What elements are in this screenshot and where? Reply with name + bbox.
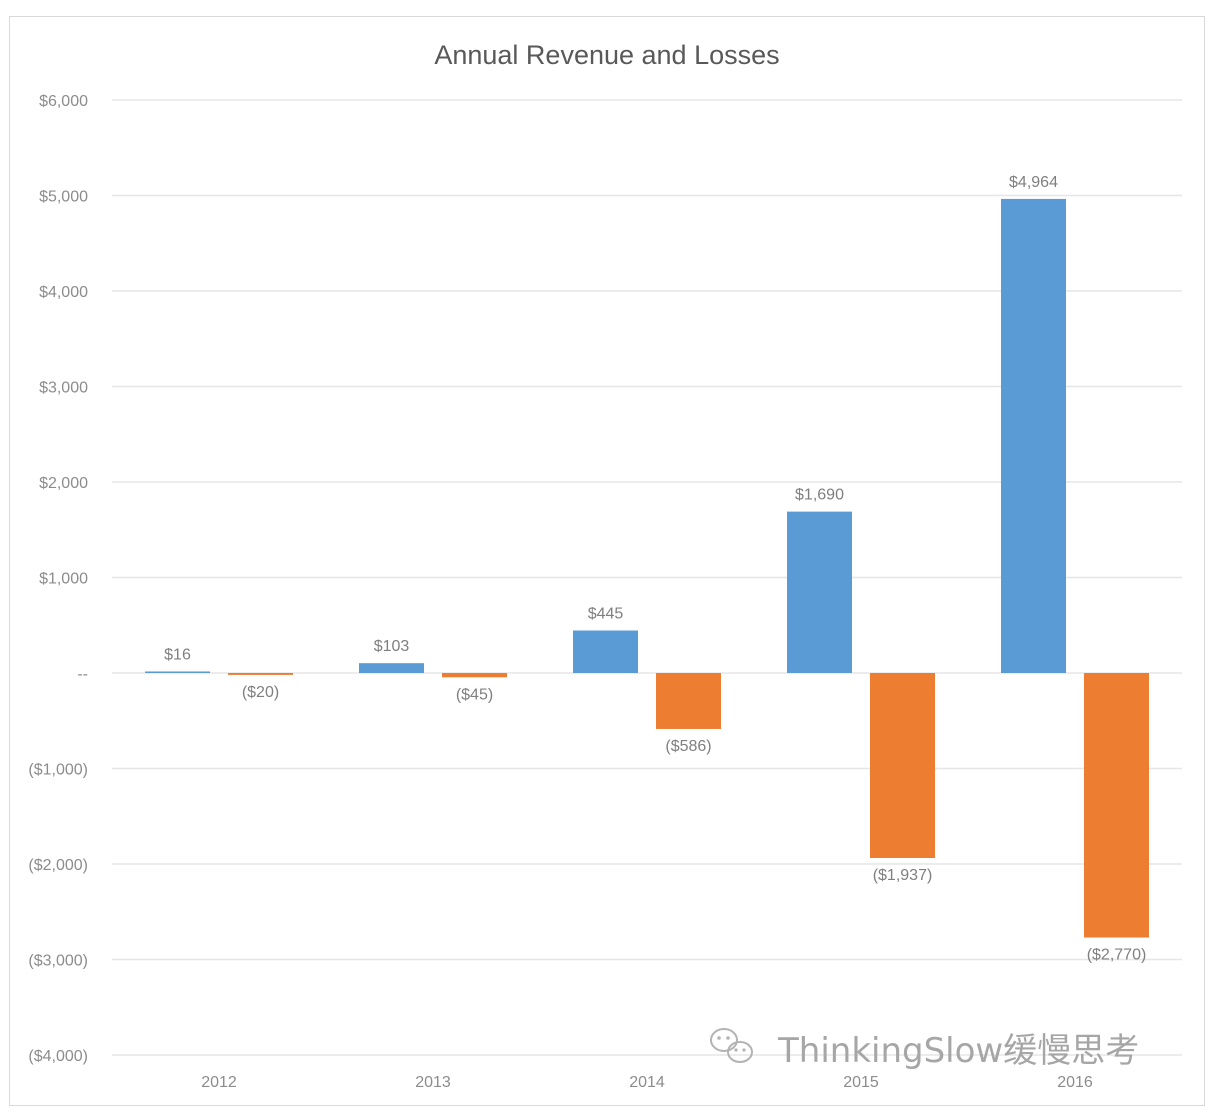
data-label: $4,964 [1009,174,1058,191]
x-tick-label: 2012 [201,1074,237,1091]
loss-bar [228,673,293,675]
y-tick-label: ($2,000) [28,857,88,874]
x-tick-label: 2013 [415,1074,451,1091]
chart-title: Annual Revenue and Losses [434,40,779,70]
data-label: $1,690 [795,487,844,504]
y-tick-label: ($1,000) [28,762,88,779]
data-label: ($586) [665,738,711,755]
wechat-icon [710,1028,753,1063]
x-tick-label: 2016 [1057,1074,1093,1091]
loss-bar [870,673,935,858]
x-tick-label: 2014 [629,1074,665,1091]
y-tick-label: $4,000 [39,284,88,301]
x-tick-label: 2015 [843,1074,879,1091]
revenue-bar [573,630,638,673]
y-tick-label: -- [77,666,88,683]
data-label: $16 [164,646,191,663]
y-tick-label: $3,000 [39,380,88,397]
loss-bar [1084,673,1149,938]
watermark: ThinkingSlow缓慢思考 [710,1028,1139,1071]
bars [145,198,1149,938]
loss-bar [442,673,507,678]
axes: $6,000 $5,000 $4,000 $3,000 $2,000 $1,000 -- ($… [28,93,1092,1091]
data-labels: $16 ($20) $103 ($45) $445 ($586) $1,690 ($1,937… [164,174,1146,964]
y-tick-label: $1,000 [39,571,88,588]
watermark-text: ThinkingSlow缓慢思考 [777,1031,1139,1071]
data-label: ($2,770) [1087,947,1147,964]
revenue-bar [787,511,852,673]
data-label: ($45) [456,686,493,703]
y-tick-label: $5,000 [39,189,88,206]
revenue-bar [1001,198,1066,674]
y-tick-label: $6,000 [39,93,88,110]
data-label: ($20) [242,684,279,701]
data-label: $103 [374,638,410,655]
y-tick-label: ($3,000) [28,953,88,970]
data-label: $445 [588,606,624,623]
revenue-bar [145,671,210,673]
y-tick-label: ($4,000) [28,1048,88,1065]
loss-bar [656,673,721,729]
data-label: ($1,937) [873,867,933,884]
y-tick-label: $2,000 [39,475,88,492]
revenue-bar [359,663,424,673]
